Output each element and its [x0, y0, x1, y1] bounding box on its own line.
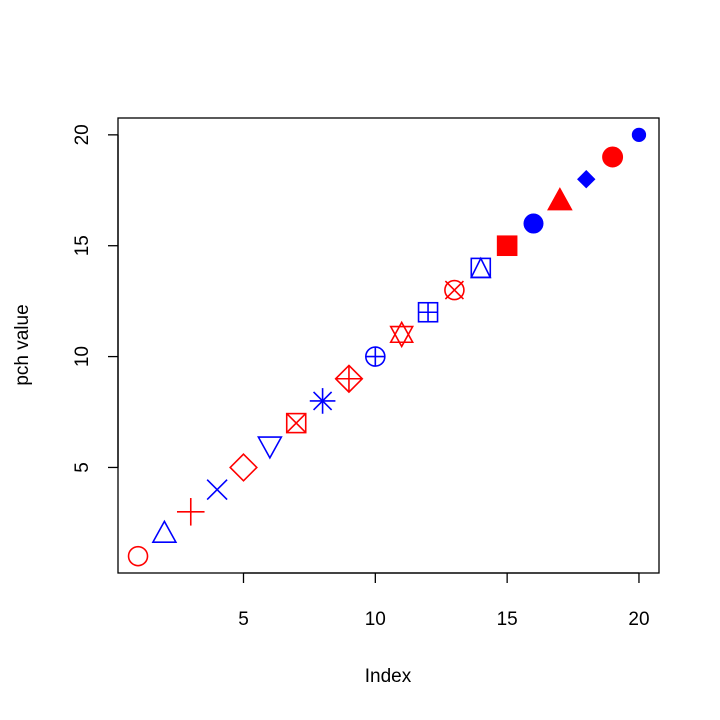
data-point-pch-4	[206, 479, 228, 501]
data-point-pch-15	[496, 235, 518, 257]
data-point-pch-7	[285, 412, 307, 434]
y-tick-label: 10	[72, 346, 93, 367]
y-tick-label: 5	[72, 462, 93, 473]
y-tick-label: 15	[72, 235, 93, 256]
x-axis-label: Index	[365, 666, 412, 687]
data-point-pch-1	[127, 545, 149, 567]
plot-box	[117, 117, 660, 574]
x-tick-label: 15	[497, 609, 518, 630]
data-points	[127, 127, 647, 567]
data-point-pch-2	[151, 519, 178, 543]
data-point-pch-8	[309, 388, 336, 414]
y-tick-label: 20	[72, 124, 93, 145]
data-point-pch-12	[417, 301, 439, 323]
x-tick-label: 5	[238, 609, 249, 630]
data-point-pch-16	[523, 213, 544, 234]
y-axis: 5 10 15 20	[72, 124, 119, 473]
data-point-pch-9	[334, 364, 364, 394]
data-point-pch-13	[444, 279, 465, 301]
data-point-pch-19	[602, 146, 624, 168]
data-point-pch-18	[577, 169, 596, 189]
x-axis: 5 10 15 20	[238, 572, 650, 630]
data-point-pch-3	[176, 498, 205, 526]
x-tick-label: 10	[365, 609, 386, 630]
data-point-pch-17	[547, 187, 573, 211]
x-tick-label: 20	[628, 609, 649, 630]
data-point-pch-11	[389, 320, 415, 349]
data-point-pch-20	[631, 127, 647, 143]
data-point-pch-10	[365, 346, 386, 367]
y-axis-label: pch value	[12, 304, 33, 385]
data-point-pch-5	[229, 453, 258, 482]
data-point-pch-14	[469, 256, 492, 279]
data-point-pch-6	[257, 436, 283, 460]
